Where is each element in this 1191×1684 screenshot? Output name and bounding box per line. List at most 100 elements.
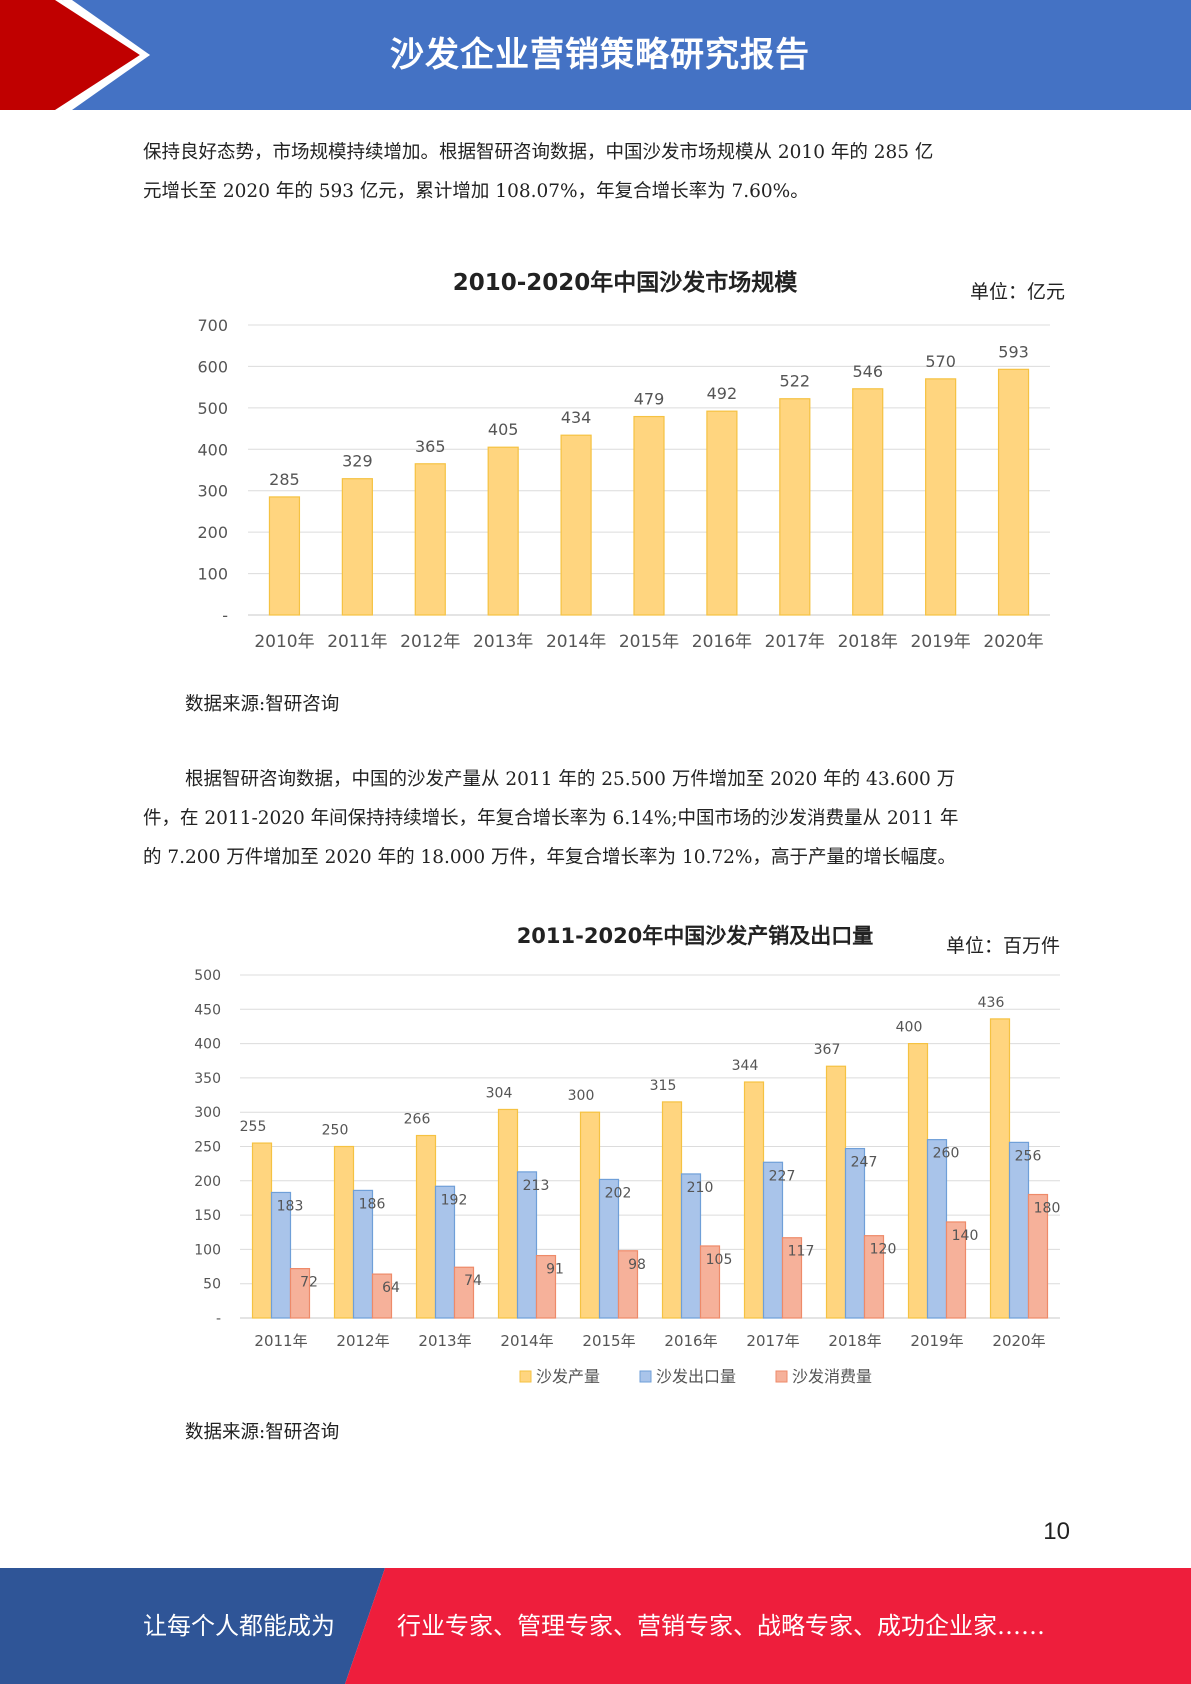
x-tick-label: 2014年: [500, 1332, 553, 1350]
x-tick-label: 2019年: [910, 1332, 963, 1350]
y-tick-label: 250: [194, 1140, 221, 1156]
data-label: 285: [269, 470, 300, 489]
bar: [863, 1235, 885, 1319]
bar: [487, 446, 519, 616]
bar: [560, 434, 592, 616]
bar: [852, 388, 884, 616]
paragraph-market-size: 保持良好态势，市场规模持续增加。根据智研咨询数据，中国沙发市场规模从 2010 …: [143, 133, 1053, 211]
data-label: 227: [769, 1168, 796, 1184]
text-line: 件，在 2011-2020 年间保持持续增长，年复合增长率为 6.14%;中国市…: [143, 808, 959, 829]
footer-slogan-left: 让每个人都能成为: [143, 1612, 335, 1640]
data-label: 105: [706, 1252, 733, 1268]
bar: [1008, 1141, 1030, 1319]
bar: [706, 410, 738, 616]
data-label: 593: [998, 342, 1029, 361]
legend-swatch: [519, 1370, 532, 1383]
data-label: 256: [1015, 1148, 1042, 1164]
y-tick-label: 50: [203, 1277, 221, 1293]
report-title: 沙发企业营销策略研究报告: [390, 35, 810, 75]
footer-banner: 让每个人都能成为 行业专家、管理专家、营销专家、战略专家、成功企业家……: [0, 1568, 1191, 1684]
y-tick-label: 400: [197, 440, 228, 459]
bar: [633, 415, 665, 616]
text-line: 的 7.200 万件增加至 2020 年的 18.000 万件，年复合增长率为 …: [143, 847, 956, 868]
bar: [1027, 1193, 1049, 1319]
data-label: 210: [687, 1180, 714, 1196]
y-tick-label: 150: [194, 1208, 221, 1224]
bar: [516, 1171, 538, 1319]
bar: [945, 1221, 967, 1319]
y-tick-label: 300: [197, 482, 228, 501]
data-label: 266: [404, 1112, 431, 1128]
data-source-note: 数据来源:智研咨询: [185, 1422, 340, 1443]
data-label: 117: [788, 1244, 815, 1260]
x-tick-label: 2012年: [336, 1332, 389, 1350]
bar: [997, 368, 1030, 616]
y-tick-label: -: [222, 606, 228, 625]
bar: [289, 1268, 311, 1319]
y-tick-label: 350: [194, 1071, 221, 1087]
data-label: 546: [852, 362, 883, 381]
text-line: 保持良好态势，市场规模持续增加。根据智研咨询数据，中国沙发市场规模从 2010 …: [143, 142, 934, 163]
bar: [497, 1108, 519, 1319]
x-tick-label: 2011年: [327, 632, 387, 652]
y-tick-label: 200: [197, 523, 228, 542]
bar: [699, 1245, 721, 1319]
legend-swatch: [775, 1370, 788, 1383]
chart-unit-label: 单位：亿元: [970, 281, 1065, 303]
x-tick-label: 2014年: [546, 632, 606, 652]
paragraph-production-sales: 根据智研咨询数据，中国的沙发产量从 2011 年的 25.500 万件增加至 2…: [143, 760, 1053, 877]
bar: [251, 1142, 273, 1319]
data-label: 315: [650, 1078, 677, 1094]
x-tick-label: 2012年: [400, 632, 460, 652]
data-label: 365: [415, 437, 446, 456]
bar: [415, 1134, 437, 1319]
data-label: 434: [561, 408, 592, 427]
x-tick-label: 2015年: [582, 1332, 635, 1350]
y-tick-label: 700: [197, 316, 228, 335]
footer-background: [0, 1568, 1191, 1684]
bar: [579, 1111, 601, 1319]
y-tick-label: 100: [194, 1242, 221, 1258]
bar: [341, 478, 373, 616]
data-label: 247: [851, 1155, 878, 1171]
data-label: 400: [896, 1020, 923, 1036]
x-tick-label: 2013年: [473, 632, 533, 652]
legend-label: 沙发出口量: [656, 1367, 736, 1386]
data-label: 91: [546, 1262, 564, 1278]
data-label: 64: [382, 1280, 400, 1296]
page-number: 10: [1043, 1518, 1070, 1545]
bar: [453, 1266, 475, 1319]
data-label: 300: [568, 1088, 595, 1104]
bar: [907, 1043, 929, 1319]
header-chevron-decoration: [0, 0, 150, 110]
data-label: 180: [1034, 1201, 1061, 1217]
legend-label: 沙发消费量: [792, 1367, 872, 1386]
y-tick-label: 500: [194, 968, 221, 984]
data-label: 72: [300, 1275, 318, 1291]
bar: [434, 1185, 456, 1319]
bar: [762, 1161, 784, 1319]
x-tick-label: 2010年: [254, 632, 314, 652]
data-label: 120: [870, 1242, 897, 1258]
data-label: 74: [464, 1273, 482, 1289]
data-label: 522: [780, 372, 811, 391]
x-tick-label: 2020年: [983, 632, 1043, 652]
data-label: 255: [240, 1119, 267, 1135]
bar: [598, 1178, 620, 1319]
bar: [844, 1147, 866, 1319]
x-tick-label: 2019年: [911, 632, 971, 652]
bar: [779, 398, 811, 616]
y-tick-label: -: [216, 1311, 221, 1327]
data-label: 202: [605, 1185, 632, 1201]
x-tick-label: 2011年: [254, 1332, 307, 1350]
y-tick-label: 600: [197, 357, 228, 376]
footer-slogan-right: 行业专家、管理专家、营销专家、战略专家、成功企业家……: [397, 1612, 1045, 1640]
x-tick-label: 2016年: [664, 1332, 717, 1350]
bar: [926, 1139, 948, 1319]
x-tick-label: 2016年: [692, 632, 752, 652]
legend-label: 沙发产量: [536, 1367, 600, 1386]
bar: [781, 1237, 803, 1319]
data-label: 260: [933, 1146, 960, 1162]
data-label: 492: [707, 384, 738, 403]
production-export-consumption-bar-chart: 2011-2020年中国沙发产销及出口量 单位：百万件 - 50 100 150 200 25…: [194, 924, 1061, 1386]
